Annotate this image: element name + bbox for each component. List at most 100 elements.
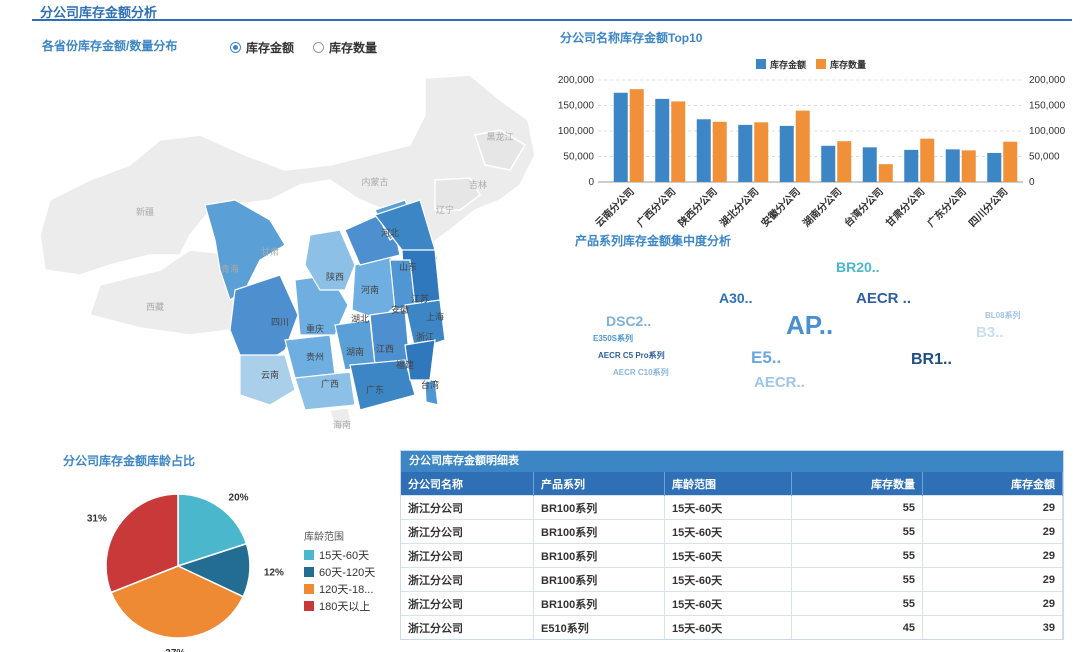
cloud-word[interactable]: AECR C5 Pro系列 bbox=[598, 351, 665, 360]
province-label: 甘肃 bbox=[261, 246, 279, 257]
bar[interactable] bbox=[613, 92, 628, 182]
pie-legend-item[interactable]: 120天-18... bbox=[304, 580, 375, 597]
y-tick-label: 100,000 bbox=[1029, 126, 1066, 137]
x-tick-label: 广西分公司 bbox=[634, 185, 679, 230]
cloud-word[interactable]: AECR C10系列 bbox=[613, 368, 669, 377]
cloud-word[interactable]: E350S系列 bbox=[593, 334, 634, 343]
province-label: 广东 bbox=[366, 384, 384, 395]
bar[interactable] bbox=[878, 164, 893, 182]
table-cell: 浙江分公司 bbox=[401, 519, 534, 544]
province-shaanxi[interactable] bbox=[304, 229, 356, 291]
pie-legend: 库龄范围 15天-60天 60天-120天 120天-18... 180天以上 bbox=[304, 528, 375, 614]
y-tick-label: 200,000 bbox=[1029, 75, 1066, 86]
table-cell: 15天-60天 bbox=[664, 567, 792, 592]
cloud-word[interactable]: B3.. bbox=[976, 324, 1004, 341]
province-label: 江西 bbox=[376, 344, 394, 354]
province-label: 西藏 bbox=[146, 301, 164, 312]
legend-swatch bbox=[304, 583, 314, 594]
province-guangxi[interactable] bbox=[294, 371, 356, 411]
column-header[interactable]: 分公司名称 bbox=[401, 472, 534, 496]
radio-quantity[interactable]: 库存数量 bbox=[313, 39, 377, 56]
bar[interactable] bbox=[821, 145, 836, 182]
province-guangdong[interactable] bbox=[349, 359, 416, 411]
pie-slice[interactable] bbox=[110, 565, 245, 639]
pie-slice[interactable] bbox=[105, 493, 179, 594]
table-cell: 29 bbox=[922, 543, 1063, 568]
bar[interactable] bbox=[696, 119, 711, 182]
bar[interactable] bbox=[837, 141, 852, 182]
table-row[interactable]: 浙江分公司 BR100系列 15天-60天 55 29 bbox=[401, 591, 1063, 616]
bar[interactable] bbox=[862, 147, 877, 182]
table-cell: E510系列 bbox=[533, 615, 665, 639]
bar-title: 分公司名称库存金额Top10 bbox=[560, 31, 703, 45]
pie-slice[interactable] bbox=[177, 493, 248, 568]
x-tick-label: 四川分公司 bbox=[966, 185, 1011, 230]
legend-label[interactable]: 库存数量 bbox=[830, 59, 866, 70]
bar[interactable] bbox=[920, 138, 935, 182]
table-row[interactable]: 浙江分公司 BR100系列 15天-60天 55 29 bbox=[401, 495, 1063, 520]
table-cell: 29 bbox=[922, 591, 1063, 616]
bar[interactable] bbox=[754, 122, 769, 182]
province-jiangxi[interactable] bbox=[369, 309, 411, 366]
province-label: 内蒙古 bbox=[361, 176, 388, 187]
bar[interactable] bbox=[945, 149, 960, 182]
pie-legend-title: 库龄范围 bbox=[304, 532, 344, 543]
province-fujian[interactable] bbox=[404, 339, 436, 381]
legend-label[interactable]: 库存金额 bbox=[770, 59, 806, 70]
pie-legend-item[interactable]: 15天-60天 bbox=[304, 546, 375, 563]
column-header[interactable]: 库龄范围 bbox=[664, 472, 792, 496]
province-hunan[interactable] bbox=[334, 319, 376, 371]
table-row[interactable]: 浙江分公司 E510系列 15天-60天 45 39 bbox=[401, 615, 1063, 639]
cloud-word[interactable]: A30.. bbox=[719, 290, 753, 306]
legend-label: 180天以上 bbox=[319, 600, 371, 613]
bar[interactable] bbox=[655, 98, 670, 182]
cloud-word[interactable]: BR1.. bbox=[911, 351, 952, 368]
cloud-word[interactable]: BR20.. bbox=[836, 259, 880, 275]
pie-legend-item[interactable]: 60天-120天 bbox=[304, 563, 375, 580]
province-shandong[interactable] bbox=[374, 199, 439, 261]
bar[interactable] bbox=[738, 124, 753, 182]
table-row[interactable]: 浙江分公司 BR100系列 15天-60天 55 29 bbox=[401, 519, 1063, 544]
legend-swatch bbox=[756, 59, 766, 69]
bar[interactable] bbox=[795, 110, 810, 182]
province-gansu[interactable] bbox=[204, 199, 286, 301]
radio-amount[interactable]: 库存金额 bbox=[230, 39, 294, 56]
bar[interactable] bbox=[629, 89, 644, 182]
bar[interactable] bbox=[712, 121, 727, 182]
y-tick-label: 0 bbox=[588, 177, 594, 188]
y-tick-label: 100,000 bbox=[558, 126, 595, 137]
province-label: 新疆 bbox=[136, 206, 154, 217]
cloud-word[interactable]: AP.. bbox=[786, 310, 834, 340]
y-tick-label: 200,000 bbox=[558, 75, 595, 86]
province-label: 广西 bbox=[321, 378, 339, 389]
table-cell: 55 bbox=[791, 591, 923, 616]
bar[interactable] bbox=[961, 150, 976, 182]
pie-chart: 20% 12% 37% 31% bbox=[87, 492, 284, 652]
bar[interactable] bbox=[1003, 141, 1018, 182]
cloud-word[interactable]: DSC2.. bbox=[606, 313, 652, 329]
table-row[interactable]: 浙江分公司 BR100系列 15天-60天 55 29 bbox=[401, 543, 1063, 568]
table-row[interactable]: 浙江分公司 BR100系列 15天-60天 55 29 bbox=[401, 567, 1063, 592]
cloud-word[interactable]: E5.. bbox=[751, 348, 782, 367]
province-label: 黑龙江 bbox=[486, 131, 513, 142]
column-header[interactable]: 库存数量 bbox=[791, 472, 923, 496]
table-cell: 浙江分公司 bbox=[401, 543, 534, 568]
column-header[interactable]: 产品系列 bbox=[533, 472, 665, 496]
pie-legend-item[interactable]: 180天以上 bbox=[304, 597, 375, 614]
province-zhejiang[interactable] bbox=[404, 299, 446, 351]
bar[interactable] bbox=[779, 125, 794, 182]
bar[interactable] bbox=[671, 101, 686, 182]
table-cell: 15天-60天 bbox=[664, 615, 792, 639]
column-header[interactable]: 库存金额 bbox=[922, 472, 1063, 496]
province-label: 辽宁 bbox=[436, 204, 454, 215]
table-cell: 浙江分公司 bbox=[401, 567, 534, 592]
table-cell: 29 bbox=[922, 495, 1063, 520]
cloud-word[interactable]: AECR.. bbox=[754, 374, 805, 391]
province-taiwan[interactable] bbox=[424, 379, 439, 406]
cloud-word[interactable]: AECR .. bbox=[856, 290, 912, 307]
bar[interactable] bbox=[987, 152, 1002, 182]
cloud-word[interactable]: BL08系列 bbox=[985, 311, 1021, 320]
province-yunnan[interactable] bbox=[239, 354, 296, 406]
bar[interactable] bbox=[904, 149, 919, 182]
